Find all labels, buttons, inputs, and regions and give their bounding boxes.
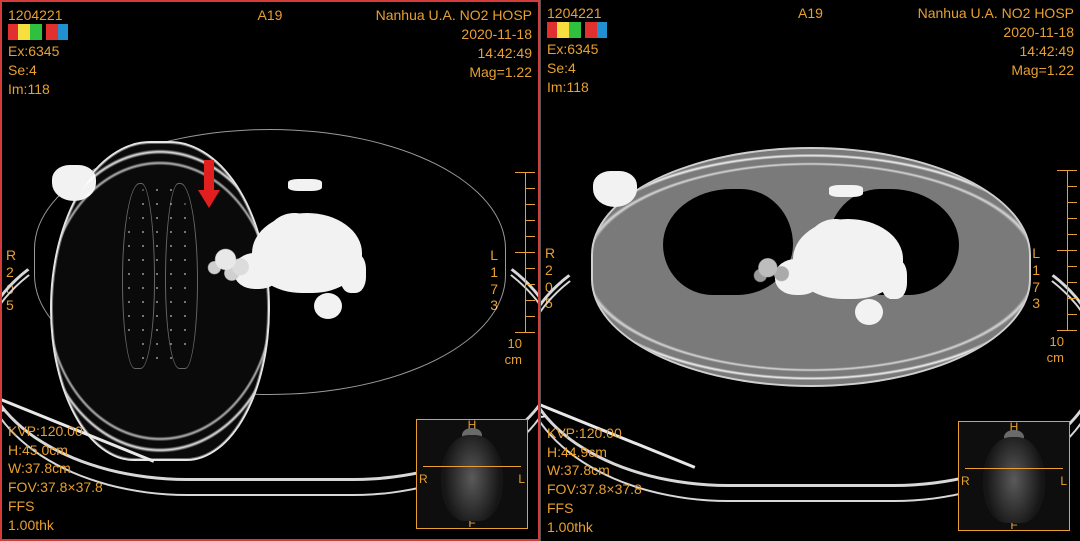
scale-bar: 10 cm — [1067, 170, 1068, 330]
trachea — [593, 149, 619, 171]
mode: FFS — [547, 499, 642, 518]
scout-l: L — [1060, 474, 1067, 488]
scale-value: 10 — [508, 336, 522, 351]
scout-slice-indicator[interactable] — [965, 468, 1063, 469]
ct-panel-right[interactable]: 1204221 Ex:6345 Se:4 Im:118 A19 Nanhua U… — [540, 0, 1080, 541]
kvp: KVP:120.00 — [8, 422, 103, 441]
scout-torso — [983, 437, 1045, 523]
width: W:37.8cm — [8, 459, 103, 478]
se-number: Se:4 — [547, 59, 598, 78]
scout-torso — [441, 435, 503, 521]
scale-line — [525, 172, 526, 332]
patient-id: 1204221 — [8, 6, 63, 25]
ct-slice-image[interactable] — [20, 121, 520, 441]
study-time: 14:42:49 — [376, 44, 532, 63]
ex-number: Ex:6345 — [547, 40, 598, 59]
scout-thumbnail[interactable]: H F R L — [416, 419, 528, 529]
sternum — [288, 179, 322, 191]
overlay-series-info: Ex:6345 Se:4 Im:118 — [8, 42, 59, 99]
scout-thumbnail[interactable]: H F R L — [958, 421, 1070, 531]
se-number: Se:4 — [8, 61, 59, 80]
im-number: Im:118 — [8, 80, 59, 99]
scout-slice-indicator[interactable] — [423, 466, 521, 467]
trachea — [52, 143, 78, 165]
study-date: 2020-11-18 — [918, 23, 1074, 42]
magnification: Mag=1.22 — [918, 61, 1074, 80]
scale-line — [1067, 170, 1068, 330]
overlay-bottom-left: KVP:120.00 H:45.0cm W:37.8cm FOV:37.8×37… — [8, 422, 103, 535]
study-date: 2020-11-18 — [376, 25, 532, 44]
height: H:44.9cm — [547, 443, 642, 462]
ex-number: Ex:6345 — [8, 42, 59, 61]
ct-panel-left[interactable]: 1204221 Ex:6345 Se:4 Im:118 A19 Nanhua U… — [0, 0, 540, 541]
width: W:37.8cm — [547, 461, 642, 480]
kvp: KVP:120.00 — [547, 424, 642, 443]
scale-bar: 10 cm — [525, 172, 526, 332]
scale-unit: cm — [1047, 350, 1064, 365]
hospital-name: Nanhua U.A. NO2 HOSP — [376, 6, 532, 25]
thickness: 1.00thk — [547, 518, 642, 537]
hospital-name: Nanhua U.A. NO2 HOSP — [918, 4, 1074, 23]
overlay-series-info: Ex:6345 Se:4 Im:118 — [547, 40, 598, 97]
scout-r: R — [419, 472, 428, 486]
im-number: Im:118 — [547, 78, 598, 97]
overlay-bottom-left: KVP:120.00 H:44.9cm W:37.8cm FOV:37.8×37… — [547, 424, 642, 537]
sternum — [829, 185, 863, 197]
overlay-top-right: Nanhua U.A. NO2 HOSP 2020-11-18 14:42:49… — [376, 6, 532, 82]
accession-label: A19 — [258, 6, 283, 25]
patient-id: 1204221 — [547, 4, 602, 23]
scout-r: R — [961, 474, 970, 488]
accession-label: A19 — [798, 4, 823, 23]
overlay-top-left: 1204221 — [547, 4, 602, 23]
fov: FOV:37.8×37.8 — [8, 478, 103, 497]
scout-l: L — [518, 472, 525, 486]
ct-slice-image[interactable] — [561, 127, 1061, 447]
fov: FOV:37.8×37.8 — [547, 480, 642, 499]
redacted-name-strip — [547, 22, 607, 38]
study-time: 14:42:49 — [918, 42, 1074, 61]
scale-unit: cm — [505, 352, 522, 367]
scale-value: 10 — [1050, 334, 1064, 349]
redacted-name-strip — [8, 24, 68, 40]
height: H:45.0cm — [8, 441, 103, 460]
mode: FFS — [8, 497, 103, 516]
overlay-top-right: Nanhua U.A. NO2 HOSP 2020-11-18 14:42:49… — [918, 4, 1074, 80]
annotation-arrow — [198, 160, 220, 210]
thickness: 1.00thk — [8, 516, 103, 535]
magnification: Mag=1.22 — [376, 63, 532, 82]
overlay-top-left: 1204221 — [8, 6, 63, 25]
